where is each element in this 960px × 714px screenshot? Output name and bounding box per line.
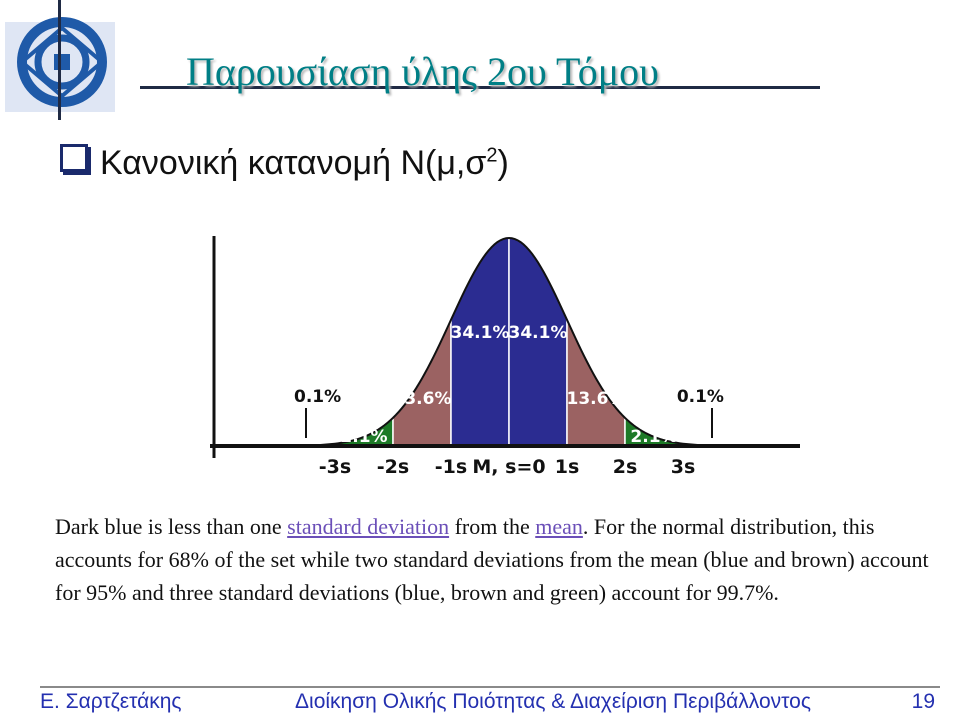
bullet-close: ) — [497, 144, 509, 182]
tick-label-4: 1s — [555, 456, 580, 478]
percent-label-0: 0.1% — [294, 387, 341, 407]
bullet-heading: Κανονική κατανομή Ν(μ,σ2) — [60, 144, 509, 183]
percent-label-5: 13.6% — [567, 389, 626, 409]
tick-label-2: -1s — [435, 456, 467, 478]
chart-svg: -3s -2s -1s M, s=0 1s 2s 3s0.1%2.1%13.6%34.1% 3… — [210, 236, 800, 478]
percent-label-4: 34.1% — [509, 323, 568, 343]
logo-icon — [5, 17, 115, 112]
percent-label-2: 13.6% — [393, 389, 452, 409]
distribution-curve — [276, 236, 742, 447]
tick-label-5: 2s — [613, 456, 638, 478]
description-paragraph: Dark blue is less than one standard devi… — [55, 510, 935, 609]
normal-distribution-chart: -3s -2s -1s M, s=0 1s 2s 3s 0.1% 2.1% 13.6% 34.1% 3… — [200, 226, 810, 486]
tick-label-6: 3s — [671, 456, 696, 478]
percent-label-6: 2.1% — [630, 427, 677, 447]
bullet-superscript: 2 — [486, 144, 498, 167]
mean-link[interactable]: mean — [535, 514, 583, 539]
header-horizontal-rule — [140, 86, 820, 89]
footer-rule — [40, 686, 940, 688]
header-vertical-rule — [58, 0, 61, 120]
percent-label-3: 34.1% — [451, 323, 510, 343]
bullet-text: Κανονική κατανομή Ν(μ,σ — [100, 144, 487, 182]
footer-author: Ε. Σαρτζετάκης — [40, 690, 182, 713]
tick-label-0: -3s — [319, 456, 351, 478]
footer-course: Διοίκηση Ολικής Ποιότητας & Διαχείριση Π… — [295, 690, 811, 713]
paragraph-part-2: from the — [449, 514, 536, 539]
checkbox-bullet-icon — [60, 144, 88, 172]
standard-deviation-link[interactable]: standard deviation — [287, 514, 450, 539]
slide-title: Παρουσίαση ύλης 2ου Τόμου — [186, 49, 659, 94]
paragraph-part-1: Dark blue is less than one — [55, 514, 288, 539]
percent-label-1: 2.1% — [340, 427, 387, 447]
footer-page-number: 19 — [911, 690, 935, 713]
paragraph-part-3: . For the normal distribution, this acco… — [55, 514, 929, 605]
percent-label-7: 0.1% — [677, 387, 724, 407]
institution-logo — [0, 0, 130, 120]
tick-label-1: -2s — [377, 456, 409, 478]
tick-label-3: M, s=0 — [472, 456, 545, 478]
